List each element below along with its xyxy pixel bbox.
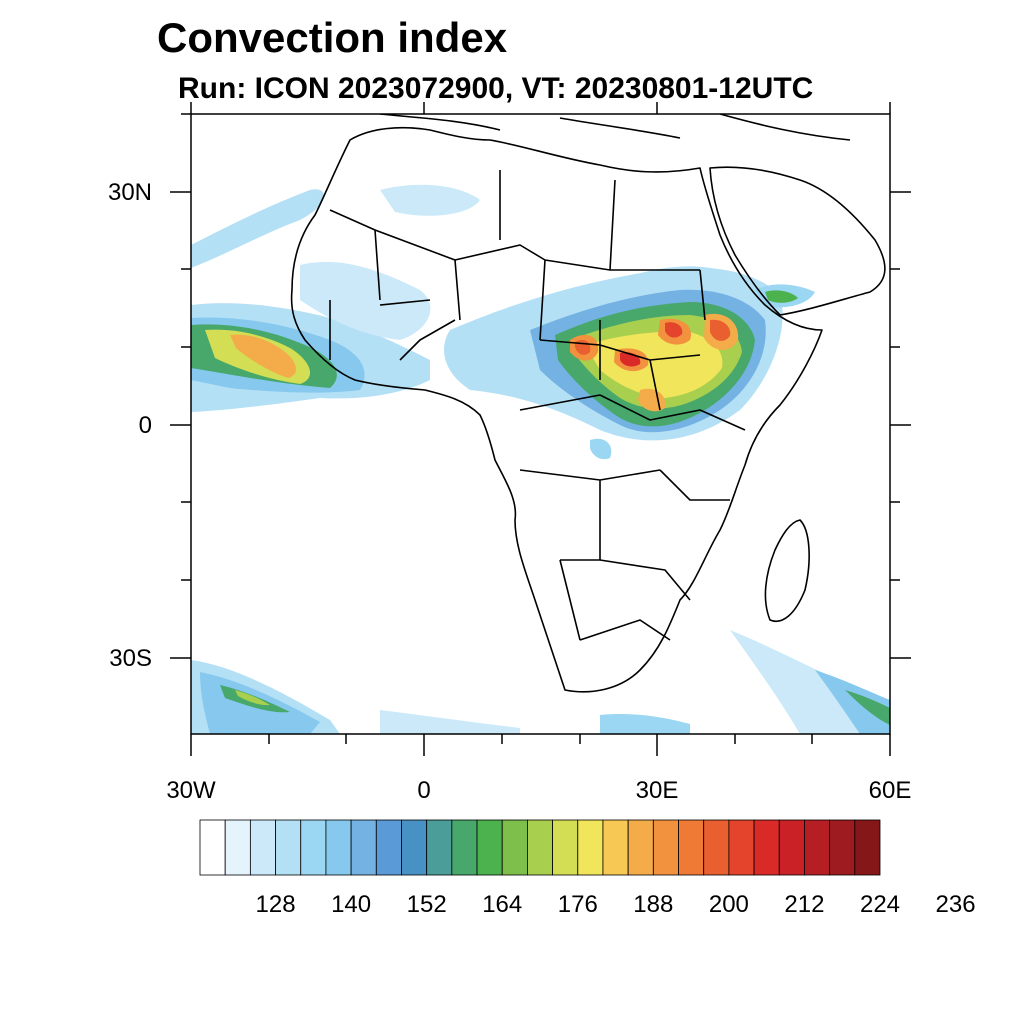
field-patch-south-atlantic-band [380,710,520,734]
colorbar-label: 152 [407,891,447,918]
field-patch-arabia-green [765,290,798,303]
y-tick-label-30s: 30S [109,645,152,672]
field-patch-sahara-north [380,184,480,216]
field-patch-atlantic-north [191,189,324,268]
plot-frame [190,113,891,735]
colorbar-swatch [350,819,377,876]
x-tick-label-30e: 30E [636,777,679,804]
convection-field [191,184,890,734]
x-tick-label-60e: 60E [869,777,912,804]
colorbar-label: 236 [936,891,976,918]
colorbar-swatch [627,819,654,876]
colorbar-label: 188 [633,891,673,918]
x-tick-label-0: 0 [417,777,430,804]
colorbar-swatch [778,819,805,876]
y-tick-label-0: 0 [139,412,152,439]
field-patch-central-red-3 [665,322,683,338]
field-patch-south-atlantic-lime [235,690,270,706]
colorbar-swatch [728,819,755,876]
colorbar-swatch [375,819,402,876]
colorbar-swatch [451,819,478,876]
x-tick-label-30w: 30W [166,777,216,804]
y-tick-label-30n: 30N [108,179,152,206]
europe-coastline [379,114,851,141]
madagascar-coastline [764,519,810,622]
colorbar-swatch [678,819,705,876]
colorbar-swatch [703,819,730,876]
colorbar-label: 212 [784,891,824,918]
field-patch-congo [590,438,612,460]
colorbar-swatch [300,819,327,876]
colorbar-swatch [476,819,503,876]
colorbar-swatch [224,819,251,876]
africa-coastline [290,126,823,693]
colorbar-swatch [577,819,604,876]
map-title: Convection index [157,14,508,61]
colorbar-swatch [602,819,629,876]
colorbar-labels: 128 140 152 164 176 188 200 212 224 236 [256,891,976,918]
field-patch-atlantic-orange [230,334,296,378]
colorbar-swatch [652,819,679,876]
arabia-coastline [709,166,886,316]
colorbar-swatch [527,819,553,876]
colorbar-swatch [401,819,428,876]
field-patch-indian-mid [815,670,890,734]
colorbar-label: 200 [709,891,749,918]
colorbar-label: 176 [558,891,598,918]
colorbar-swatch [854,819,881,876]
colorbar-swatch [325,819,352,876]
field-patch-nile-north [620,266,720,292]
colorbar-swatch [426,819,453,876]
colorbar-swatch [501,819,528,876]
field-patch-central-yellow [585,331,723,398]
coastlines [290,114,886,693]
colorbar-label: 164 [482,891,522,918]
colorbar-label: 128 [256,891,296,918]
colorbar [199,819,881,876]
field-patch-indian-green [845,690,890,725]
field-patch-south-atlantic-band2 [600,714,690,734]
colorbar-swatch [753,819,780,876]
colorbar-swatch [275,819,302,876]
colorbar-label: 140 [331,891,371,918]
axis-ticks [170,102,911,756]
colorbar-swatch [829,819,856,876]
map-subtitle: Run: ICON 2023072900, VT: 20230801-12UTC [178,72,814,105]
country-borders [329,170,746,641]
colorbar-swatch [199,819,226,876]
field-patch-ethiopia-red [710,319,731,341]
colorbar-label: 224 [860,891,900,918]
field-patch-sahel-west [300,261,431,340]
colorbar-swatch [249,819,276,876]
colorbar-swatch [804,819,831,876]
colorbar-swatch [552,819,579,876]
